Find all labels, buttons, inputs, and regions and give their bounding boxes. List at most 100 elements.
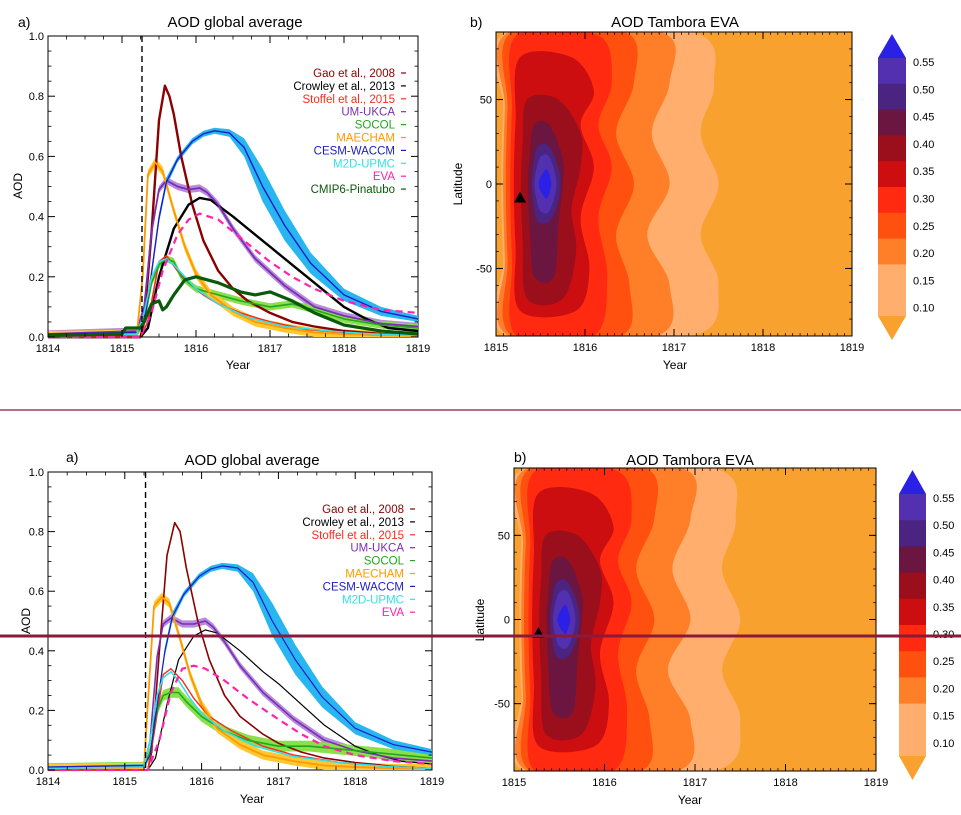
panel-label: a) [66, 449, 78, 465]
colorbar-segment [899, 494, 926, 521]
series-line-3 [47, 179, 419, 335]
colorbar-label: 0.10 [913, 303, 934, 315]
legend-entry: CESM-WACCM [323, 581, 404, 593]
y-tick-label: 0.0 [29, 765, 44, 777]
colorbar-label: 0.55 [933, 493, 954, 505]
x-tick-label: 1818 [773, 777, 797, 789]
colorbar-label: 0.50 [933, 520, 954, 532]
y-tick-label: 0 [504, 615, 510, 627]
x-tick-label: 1816 [592, 777, 616, 789]
x-tick-label: 1818 [343, 776, 367, 788]
colorbar-label: 0.35 [933, 602, 954, 614]
series-line-7 [47, 257, 419, 337]
colorbar-segment [899, 729, 926, 757]
colorbar-label: 0.25 [913, 221, 934, 233]
contour-area: 1815 1816 1817 1818 1819 50 0 -50 [494, 467, 888, 789]
series-band-6 [48, 562, 432, 768]
y-tick-label: 0.2 [29, 272, 44, 284]
x-tick-label: 1814 [36, 343, 60, 355]
chart-title: AOD global average [184, 452, 319, 469]
x-tick-label: 1817 [662, 342, 686, 354]
colorbar-segment [899, 546, 926, 574]
legend-entry: Stoffel et al., 2015 [312, 530, 405, 542]
heatmap-title: AOD Tambora EVA [626, 452, 754, 469]
y-tick-label: 1.0 [29, 31, 44, 43]
series-band-3 [48, 176, 418, 337]
x-axis-label: Year [226, 358, 250, 372]
series-line-5 [47, 596, 432, 770]
x-tick-label: 1819 [406, 343, 430, 355]
series-line-6 [47, 565, 433, 768]
y-tick-label: 1.0 [29, 467, 44, 479]
y-tick-label: 0.4 [29, 212, 44, 224]
colorbar-label: 0.30 [913, 194, 934, 206]
colorbar: 0.550.500.450.400.350.300.250.200.150.10 [899, 470, 954, 780]
series-line-3 [47, 617, 433, 770]
y-tick-label: 0.8 [29, 527, 44, 539]
y-axis-label: Latitude [451, 162, 465, 205]
legend-entry: Gao et al., 2008 [313, 68, 395, 80]
y-tick-label: 0.0 [29, 332, 44, 344]
x-tick-label: 1818 [332, 343, 356, 355]
x-tick-label: 1817 [266, 776, 290, 788]
legend-entry: CESM-WACCM [314, 145, 395, 157]
colorbar: 0.550.500.450.400.350.300.250.200.150.10 [878, 34, 934, 340]
y-axis-label: AOD [19, 608, 33, 634]
series-line-8 [48, 212, 419, 339]
top-line-chart: a) AOD global average Year AOD 1814 1815 1… [11, 14, 430, 372]
colorbar-label: 0.45 [913, 112, 934, 124]
legend-entry: EVA [373, 171, 395, 183]
colorbar-segment [899, 520, 926, 547]
series-line-1 [48, 196, 419, 339]
y-tick-label: 0.8 [29, 91, 44, 103]
legend-entry: SOCOL [364, 556, 405, 568]
chart-title: AOD global average [167, 14, 302, 31]
colorbar-segment [878, 109, 906, 136]
x-tick-label: 1815 [110, 343, 134, 355]
colorbar-label: 0.15 [913, 275, 934, 287]
series-line-8 [48, 664, 433, 772]
x-axis-label: Year [678, 793, 702, 807]
colorbar-segment [899, 625, 926, 652]
panel-label: b) [470, 14, 482, 30]
colorbar-segment [899, 572, 926, 600]
y-tick-label: 0.6 [29, 586, 44, 598]
series-line-7 [47, 670, 433, 770]
x-tick-label: 1815 [502, 777, 526, 789]
colorbar-label: 0.40 [913, 139, 934, 151]
heatmap-title: AOD Tambora EVA [611, 14, 739, 31]
x-tick-label: 1814 [36, 776, 60, 788]
bottom-line-chart: a) AOD global average Year AOD 1814 1815 1… [19, 449, 444, 806]
colorbar-label: 0.10 [933, 738, 954, 750]
colorbar-segment [899, 677, 926, 705]
colorbar-segment [878, 135, 906, 162]
legend-entry: SOCOL [355, 120, 396, 132]
legend-entry: UM-UKCA [341, 107, 395, 119]
x-tick-label: 1816 [573, 342, 597, 354]
x-tick-label: 1819 [864, 777, 888, 789]
colorbar-label: 0.15 [933, 711, 954, 723]
y-axis-label: AOD [11, 173, 25, 199]
legend-entry: M2D-UPMC [333, 158, 395, 170]
legend-entry: Stoffel et al., 2015 [303, 94, 396, 106]
colorbar-segment [878, 212, 906, 240]
legend-entry: CMIP6-Pinatubo [311, 184, 395, 196]
colorbar-segment [878, 290, 906, 317]
y-tick-label: 0.4 [29, 646, 44, 658]
colorbar-label: 0.40 [933, 575, 954, 587]
colorbar-segment [878, 161, 906, 188]
panel-label: a) [18, 14, 30, 30]
x-tick-label: 1819 [420, 776, 444, 788]
colorbar-label: 0.55 [913, 57, 934, 69]
plot-frame [47, 35, 419, 338]
plot-area: 1814 1815 1816 1817 1818 1819 0.0 0.2 0.4 0.6 0.8 1… [29, 467, 445, 788]
contour-level [538, 169, 552, 199]
panel-label: b) [514, 449, 526, 465]
plot-frame [47, 471, 433, 771]
colorbar-segment [878, 238, 906, 265]
colorbar-segment [878, 58, 906, 85]
colorbar-segment [899, 703, 926, 731]
x-tick-label: 1818 [751, 342, 775, 354]
x-axis-label: Year [240, 792, 264, 806]
